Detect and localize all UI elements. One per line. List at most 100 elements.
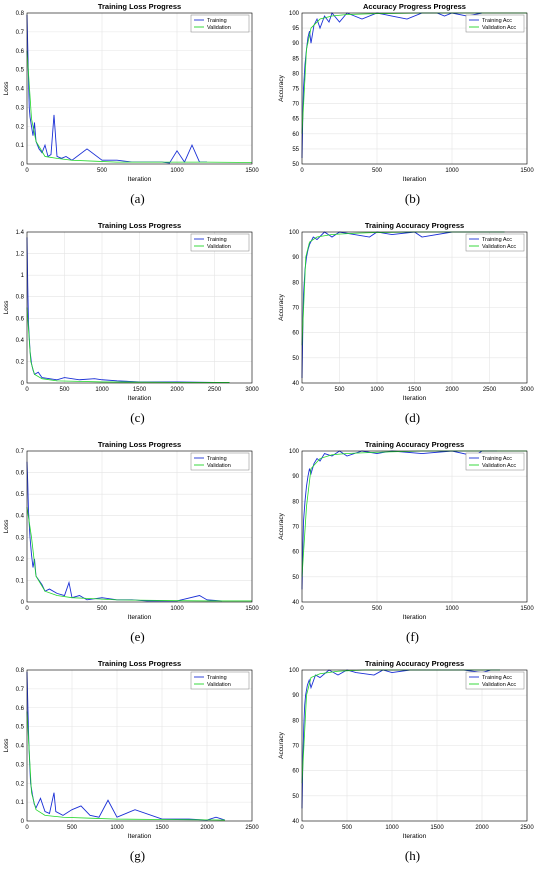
x-tick-label: 500 (372, 168, 383, 174)
chart-h: 0 500 1000 1500 2000 2500 40 50 60 70 80 90 100 Train… (278, 659, 534, 840)
axes-box (26, 12, 253, 165)
caption-e: (e) (130, 629, 145, 644)
validation-series-line (26, 507, 252, 602)
x-tick-label: 1500 (155, 825, 169, 831)
y-axis-label: Loss (3, 81, 10, 95)
validation-series-line (26, 50, 253, 163)
panel-g: 0 500 1000 1500 2000 2500 0 0.1 0.2 0.3 0.4 0.5 0.6 0… (0, 657, 275, 873)
x-tick-label: 1500 (133, 387, 147, 393)
chart-b: 0 500 1000 1500 50 55 60 65 70 75 80 85 90 95 100 Accur… (278, 2, 534, 183)
x-tick-label: 500 (334, 387, 345, 393)
x-tick-label: 500 (67, 825, 78, 831)
legend-entry: Training (207, 237, 227, 243)
y-tick-label: 100 (289, 230, 300, 236)
caption-d: (d) (404, 410, 421, 425)
y-tick-label: 1.2 (16, 252, 25, 258)
y-axis-label: Loss (3, 300, 10, 314)
x-tick-label: 1500 (245, 168, 259, 174)
y-tick-label: 0.4 (16, 744, 25, 750)
y-tick-label: 1 (21, 273, 25, 279)
x-axis-label: Iteration (403, 833, 427, 840)
y-tick-label: 0.4 (16, 87, 25, 93)
y-tick-label: 0.7 (16, 30, 25, 36)
panel-d: 0 500 1000 1500 2000 2500 3000 40 50 60 70 80 90 100 T… (275, 219, 550, 435)
y-tick-label: 0 (21, 381, 25, 387)
y-tick-label: 70 (292, 102, 299, 108)
x-tick-label: 500 (97, 168, 108, 174)
x-tick-label: 2500 (483, 387, 497, 393)
legend-box (465, 671, 525, 690)
y-tick-label: 100 (289, 449, 300, 455)
y-tick-label: 0.3 (16, 762, 25, 768)
panel-a: 0 500 1000 1500 0 0.1 0.2 0.3 0.4 0.5 0.6 0.7 0.8 Tra… (0, 0, 275, 216)
y-tick-label: 70 (292, 306, 299, 312)
training-series-line (26, 14, 207, 164)
y-tick-label: 0.1 (16, 143, 25, 149)
y-tick-label: 0.2 (16, 124, 25, 130)
x-tick-label: 500 (372, 606, 383, 612)
legend-entry: Training Acc (482, 456, 512, 462)
x-tick-label: 2500 (208, 387, 222, 393)
x-tick-label: 1500 (245, 606, 259, 612)
axes-box (301, 669, 528, 822)
x-tick-label: 3000 (520, 387, 534, 393)
y-tick-label: 90 (292, 693, 299, 699)
x-tick-label: 1500 (520, 606, 534, 612)
y-tick-label: 0.6 (16, 706, 25, 712)
x-tick-label: 1500 (408, 387, 422, 393)
legend-entry: Validation Acc (482, 682, 516, 688)
y-tick-label: 0.2 (16, 557, 25, 563)
y-tick-label: 0.8 (16, 295, 25, 301)
x-tick-label: 1000 (385, 825, 399, 831)
legend-entry: Training Acc (482, 18, 512, 24)
panel-h: 0 500 1000 1500 2000 2500 40 50 60 70 80 90 100 Train… (275, 657, 550, 873)
y-tick-label: 0 (21, 162, 25, 168)
legend-box (190, 452, 250, 471)
x-axis-label: Iteration (403, 395, 427, 402)
legend-entry: Validation (207, 682, 231, 688)
axes-box (301, 12, 528, 165)
x-axis-label: Iteration (128, 833, 152, 840)
y-tick-label: 0.8 (16, 11, 25, 17)
validation-series-line (26, 307, 230, 383)
legend-entry: Training (207, 18, 227, 24)
caption-g: (g) (129, 848, 146, 863)
y-tick-label: 0.6 (16, 316, 25, 322)
axes-box (26, 669, 253, 822)
x-tick-label: 0 (25, 387, 29, 393)
x-tick-label: 1000 (445, 168, 459, 174)
y-axis-label: Accuracy (278, 512, 285, 539)
axes-box (26, 231, 253, 384)
x-tick-label: 2000 (475, 825, 489, 831)
y-tick-label: 50 (292, 575, 299, 581)
y-tick-label: 70 (292, 525, 299, 531)
y-tick-label: 50 (292, 356, 299, 362)
chart-title: Training Loss Progress (98, 440, 181, 449)
y-tick-label: 70 (292, 744, 299, 750)
panel-c: 0 500 1000 1500 2000 2500 3000 0 0.2 0.4 0.6 0.8 1 1.… (0, 219, 275, 435)
y-tick-label: 0.5 (16, 725, 25, 731)
y-tick-label: 0.2 (16, 359, 25, 365)
x-tick-label: 3000 (245, 387, 259, 393)
x-axis-label: Iteration (128, 176, 152, 183)
legend-box (190, 233, 250, 252)
y-tick-label: 90 (292, 474, 299, 480)
chart-title: Accuracy Progress Progress (363, 2, 466, 11)
x-tick-label: 1000 (110, 825, 124, 831)
axes-box (301, 231, 528, 384)
y-tick-label: 60 (292, 331, 299, 337)
caption-b: (b) (404, 191, 421, 206)
y-tick-label: 0.7 (16, 687, 25, 693)
x-tick-label: 2000 (170, 387, 184, 393)
y-tick-label: 50 (292, 794, 299, 800)
x-tick-label: 1000 (445, 606, 459, 612)
legend-box (465, 14, 525, 33)
legend-entry: Training Acc (482, 675, 512, 681)
y-tick-label: 75 (292, 87, 299, 93)
y-axis-label: Loss (3, 519, 10, 533)
y-tick-label: 65 (292, 117, 299, 123)
training-series-line (26, 461, 223, 602)
caption-f: (f) (406, 629, 419, 644)
legend-entry: Validation (207, 244, 231, 250)
